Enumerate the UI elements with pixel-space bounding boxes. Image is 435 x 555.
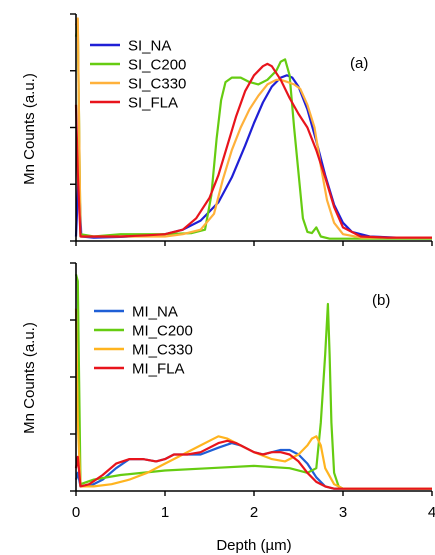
legend-label-a-si_c200: SI_C200: [128, 57, 186, 74]
series-line-a-si_c330: [74, 17, 432, 239]
x-tick-label: 4: [428, 504, 435, 521]
legend-label-b-mi_na: MI_NA: [132, 304, 178, 321]
series-line-a-si_fla: [74, 62, 432, 239]
y-axis-label-a: Mn Counts (a.u.): [21, 73, 38, 185]
legend-a: SI_NA SI_C200 SI_C330 SI_FLA: [90, 38, 186, 112]
series-line-b-mi_fla: [74, 439, 432, 490]
axes-a: [70, 13, 433, 246]
panel-label-b: (b): [372, 292, 390, 309]
legend-label-a-si_na: SI_NA: [128, 38, 171, 55]
legend-label-b-mi_fla: MI_FLA: [132, 361, 185, 378]
legend-label-b-mi_c330: MI_C330: [132, 342, 193, 359]
series-line-b-mi_c330: [74, 308, 432, 490]
x-tick-labels: 0 1 2 3 4: [72, 504, 435, 521]
series-layer-b: [74, 274, 432, 490]
x-tick-label: 1: [161, 504, 169, 521]
panel-label-a: (a): [350, 55, 368, 72]
axes-b: [70, 262, 433, 496]
series-layer-a: [74, 17, 432, 240]
series-line-b-mi_c200: [74, 274, 432, 490]
legend-label-b-mi_c200: MI_C200: [132, 323, 193, 340]
x-axis-label: Depth (µm): [216, 537, 291, 554]
y-axis-label-b: Mn Counts (a.u.): [21, 322, 38, 434]
panel-b: (b) Mn Counts (a.u.) MI_NA MI_C200 MI_C330…: [21, 262, 435, 554]
x-tick-label: 0: [72, 504, 80, 521]
panel-a: (a) Mn Counts (a.u.) SI_NA SI_C200 SI_C330…: [21, 13, 433, 246]
x-tick-label: 2: [250, 504, 258, 521]
legend-label-a-si_c330: SI_C330: [128, 76, 186, 93]
legend-label-a-si_fla: SI_FLA: [128, 95, 178, 112]
legend-b: MI_NA MI_C200 MI_C330 MI_FLA: [94, 304, 193, 378]
x-tick-label: 3: [339, 504, 347, 521]
